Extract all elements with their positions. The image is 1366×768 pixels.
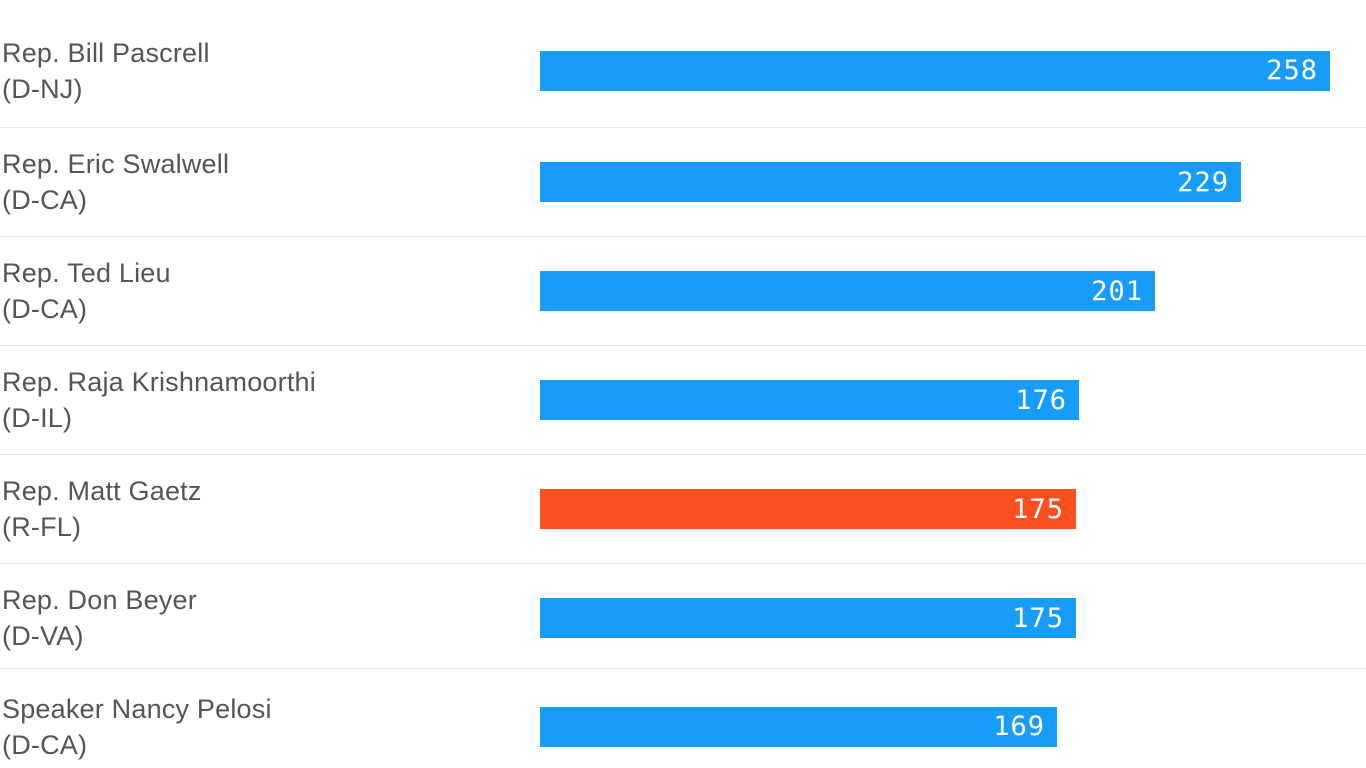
bar-value-label: 175 xyxy=(1012,493,1064,525)
row-label: Rep. Matt Gaetz (R-FL) xyxy=(0,473,540,545)
row-label: Rep. Raja Krishnamoorthi (D-IL) xyxy=(0,364,540,436)
bar-value-label: 175 xyxy=(1012,602,1064,634)
legislator-party: (D-CA) xyxy=(2,185,88,215)
bar-track: 229 xyxy=(540,162,1366,202)
bar: 175 xyxy=(540,598,1076,638)
bar-value-label: 169 xyxy=(993,711,1045,742)
chart-row: Rep. Bill Pascrell (D-NJ) 258 xyxy=(0,0,1366,128)
bar-value-label: 229 xyxy=(1177,166,1229,198)
bar: 176 xyxy=(540,380,1079,420)
legislator-party: (D-VA) xyxy=(2,621,84,651)
legislator-name: Rep. Don Beyer xyxy=(2,585,197,615)
bar-value-label: 258 xyxy=(1266,55,1318,86)
row-label: Rep. Eric Swalwell (D-CA) xyxy=(0,146,540,218)
chart-row: Rep. Don Beyer (D-VA) 175 xyxy=(0,564,1366,669)
chart-row: Rep. Matt Gaetz (R-FL) 175 xyxy=(0,455,1366,564)
legislator-name: Speaker Nancy Pelosi xyxy=(2,693,272,724)
bar: 169 xyxy=(540,706,1057,747)
bar-track: 258 xyxy=(540,50,1366,91)
bar-value-label: 176 xyxy=(1015,384,1067,416)
bar-track: 175 xyxy=(540,489,1366,529)
bar-track: 201 xyxy=(540,271,1366,311)
chart-row: Speaker Nancy Pelosi (D-CA) 169 xyxy=(0,669,1366,768)
legislator-name: Rep. Ted Lieu xyxy=(2,258,171,288)
legislator-party: (D-IL) xyxy=(2,403,73,433)
legislator-party: (D-NJ) xyxy=(2,73,83,104)
bar: 229 xyxy=(540,162,1241,202)
row-label: Rep. Ted Lieu (D-CA) xyxy=(0,255,540,327)
legislator-party: (R-FL) xyxy=(2,512,82,542)
bar: 201 xyxy=(540,271,1155,311)
row-label: Rep. Don Beyer (D-VA) xyxy=(0,582,540,654)
legislator-name: Rep. Raja Krishnamoorthi xyxy=(2,367,316,397)
chart-row: Rep. Raja Krishnamoorthi (D-IL) 176 xyxy=(0,346,1366,455)
legislator-party: (D-CA) xyxy=(2,294,88,324)
legislator-party: (D-CA) xyxy=(2,729,88,760)
chart-row: Rep. Ted Lieu (D-CA) 201 xyxy=(0,237,1366,346)
bar: 175 xyxy=(540,489,1076,529)
bar: 258 xyxy=(540,50,1330,91)
bar-track: 175 xyxy=(540,598,1366,638)
bar-track: 176 xyxy=(540,380,1366,420)
bar-track: 169 xyxy=(540,706,1366,747)
bar-value-label: 201 xyxy=(1091,275,1143,307)
row-label: Rep. Bill Pascrell (D-NJ) xyxy=(0,35,540,107)
legislator-name: Rep. Bill Pascrell xyxy=(2,37,210,68)
legislator-name: Rep. Eric Swalwell xyxy=(2,149,230,179)
row-label: Speaker Nancy Pelosi (D-CA) xyxy=(0,691,540,763)
chart-row: Rep. Eric Swalwell (D-CA) 229 xyxy=(0,128,1366,237)
legislator-name: Rep. Matt Gaetz xyxy=(2,476,202,506)
